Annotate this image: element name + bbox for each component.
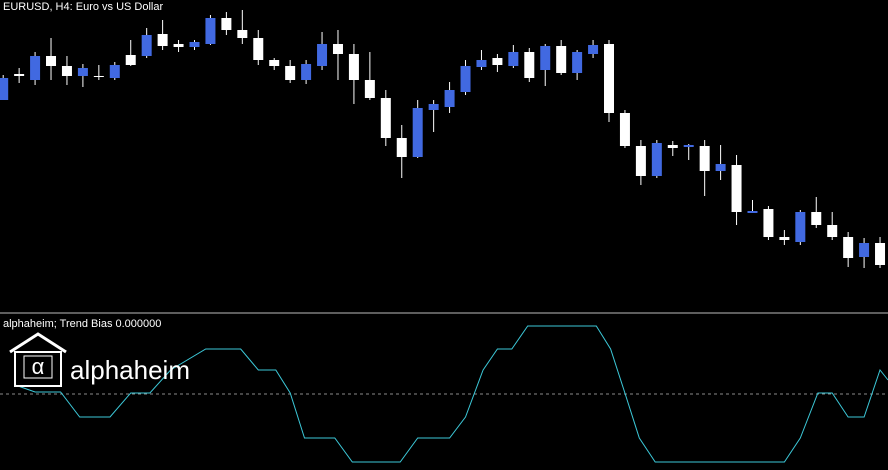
logo: α alphaheim [9,332,190,387]
candle-body [157,34,168,46]
candle-body [604,44,615,113]
candle-body [875,243,886,265]
indicator-title: alphaheim; Trend Bias 0.000000 [3,318,161,330]
candle-body [205,18,216,44]
logo-roof [9,332,67,354]
logo-symbol: α [32,354,45,379]
candle-body [524,52,535,78]
candle-body [141,35,152,56]
candle-body [30,56,41,80]
candle-body [556,46,567,73]
candle-body [843,237,854,258]
candle-body [731,165,742,212]
logo-house [14,351,62,387]
candle-body [428,104,439,110]
candle-body [364,80,375,98]
candle-body [779,237,790,240]
candle-body [285,66,296,80]
candle-body [332,44,343,54]
candle-body [540,46,551,70]
candle-body [572,52,583,73]
candle-body [508,52,519,66]
candle-body [221,18,232,30]
candle-body [14,74,25,76]
candle-body [763,209,774,237]
candle-body [699,146,710,171]
candle-body [125,55,136,65]
candle-body [683,145,694,147]
trend-bias-line [14,325,888,463]
logo-door [23,355,53,379]
logo-text: alphaheim [70,355,190,385]
candle-body [93,76,104,77]
candle-body [77,68,88,76]
candle-body [109,65,120,78]
candle-body [317,44,328,66]
candle-body [476,60,487,67]
candle-body [588,45,599,54]
candle-body [0,78,9,100]
candle-body [715,164,726,171]
candle-body [651,143,662,176]
candle-body [348,54,359,80]
candle-body [747,211,758,213]
candle-body [827,225,838,237]
candle-body [46,56,57,66]
candle-body [667,145,678,148]
candle-body [859,243,870,257]
candle-body [460,66,471,92]
chart-title: EURUSD, H4: Euro vs US Dollar [3,1,163,13]
candle-body [492,58,503,65]
candle-body [173,44,184,47]
candle-body [619,113,630,146]
candle-body [412,108,423,157]
candle-body [444,90,455,107]
candle-body [380,98,391,138]
candle-body [396,138,407,157]
candle-body [237,30,248,38]
candle-body [301,64,312,80]
candle-body [61,66,72,76]
candle-body [253,38,264,60]
candle-body [635,146,646,176]
candle-body [811,212,822,225]
candle-body [269,60,280,66]
candle-body [795,212,806,242]
candle-body [189,42,200,47]
